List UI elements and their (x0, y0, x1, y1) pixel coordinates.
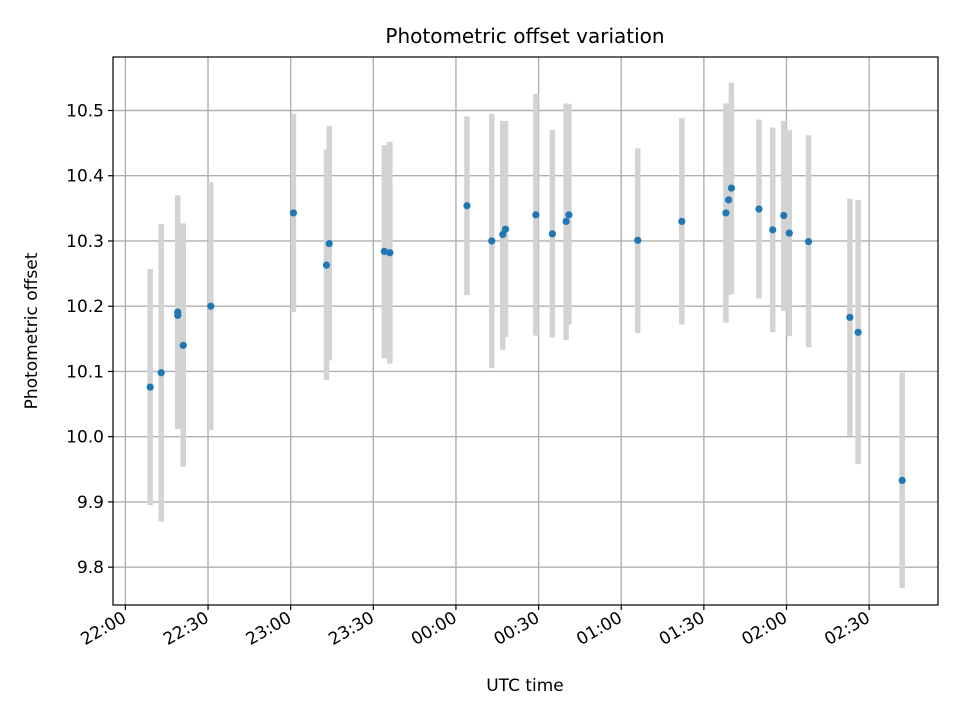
x-tick-label: 22:00 (77, 608, 129, 650)
chart-title: Photometric offset variation (385, 24, 664, 48)
x-tick-label: 22:30 (160, 608, 212, 650)
x-tick-label: 23:30 (325, 608, 377, 650)
x-tick-label: 00:00 (408, 608, 460, 650)
data-point (380, 247, 388, 256)
data-point (146, 383, 154, 391)
plot-frame (112, 56, 939, 606)
y-tick-label: 10.4 (66, 167, 104, 187)
x-axis-label: UTC time (486, 676, 564, 696)
data-point (846, 313, 854, 321)
data-point (804, 238, 813, 246)
y-tick-label: 9.8 (77, 558, 104, 578)
y-axis-ticks: 9.8 9.9 10.0 10.1 10.2 10.3 10.4 10.5 (66, 101, 113, 578)
y-tick-label: 10.2 (66, 297, 104, 317)
data-point (678, 217, 686, 225)
error-bars (147, 82, 905, 589)
data-point (322, 261, 331, 269)
y-tick-label: 9.9 (77, 493, 104, 513)
data-point (854, 328, 862, 336)
x-tick-label: 02:30 (821, 608, 873, 650)
y-tick-label: 10.5 (66, 101, 104, 121)
data-point (289, 209, 298, 217)
data-point (755, 205, 763, 213)
data-point (562, 217, 570, 225)
data-point (157, 369, 165, 377)
x-axis-ticks: 22:00 22:30 23:00 23:30 00:00 00:30 01:00 01:30… (77, 605, 874, 650)
x-tick-label: 01:00 (573, 608, 625, 650)
data-point (386, 249, 394, 257)
data-point (179, 341, 187, 349)
data-point (488, 237, 496, 245)
data-points (146, 184, 906, 484)
x-tick-label: 02:00 (739, 608, 791, 650)
y-axis-label: Photometric offset (22, 252, 42, 409)
x-tick-label: 23:00 (243, 608, 295, 650)
data-point (501, 225, 510, 233)
data-point (634, 236, 642, 244)
data-point (722, 209, 730, 217)
data-point (769, 226, 777, 234)
data-point (725, 196, 733, 204)
data-point (785, 229, 793, 237)
y-tick-label: 10.0 (66, 428, 104, 448)
data-point (565, 211, 573, 219)
data-point (532, 211, 540, 219)
data-point (174, 311, 182, 319)
x-tick-label: 00:30 (491, 608, 543, 650)
x-tick-label: 01:30 (656, 608, 708, 650)
grid-lines (113, 57, 938, 605)
y-tick-label: 10.3 (66, 232, 104, 252)
data-point (727, 184, 736, 192)
data-point (898, 476, 906, 484)
y-tick-label: 10.1 (66, 362, 104, 382)
data-point (325, 239, 333, 248)
data-point (548, 230, 556, 238)
data-point (463, 202, 471, 210)
data-point (207, 302, 215, 310)
data-point (780, 211, 788, 220)
